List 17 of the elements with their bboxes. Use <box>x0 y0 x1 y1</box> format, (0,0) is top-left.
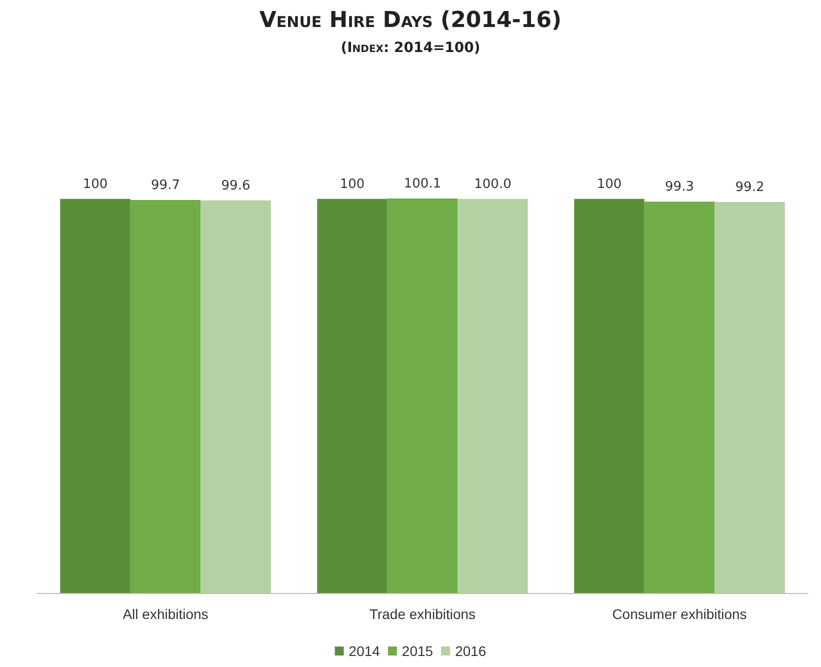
data-label: 100 <box>340 176 365 192</box>
data-label: 100.1 <box>404 176 442 192</box>
legend-label: 2014 <box>348 643 380 659</box>
data-label: 99.7 <box>151 178 180 194</box>
data-label: 100.0 <box>474 176 512 192</box>
data-label: 99.3 <box>665 180 694 195</box>
x-tick-label: Consumer exhibitions <box>612 606 747 622</box>
data-label: 99.6 <box>221 178 250 194</box>
data-label: 99.2 <box>735 180 764 195</box>
legend-label: 2016 <box>455 643 486 659</box>
data-label: 100 <box>82 176 108 192</box>
x-tick-label: Trade exhibitions <box>369 606 476 622</box>
chart-title: Venue Hire Days (2014-16) <box>258 8 563 33</box>
data-label: 100 <box>596 176 622 192</box>
chart-subtitle: (Index: 2014=100) <box>340 40 482 56</box>
x-tick-label: All exhibitions <box>122 606 208 622</box>
legend-label: 2015 <box>402 643 434 659</box>
